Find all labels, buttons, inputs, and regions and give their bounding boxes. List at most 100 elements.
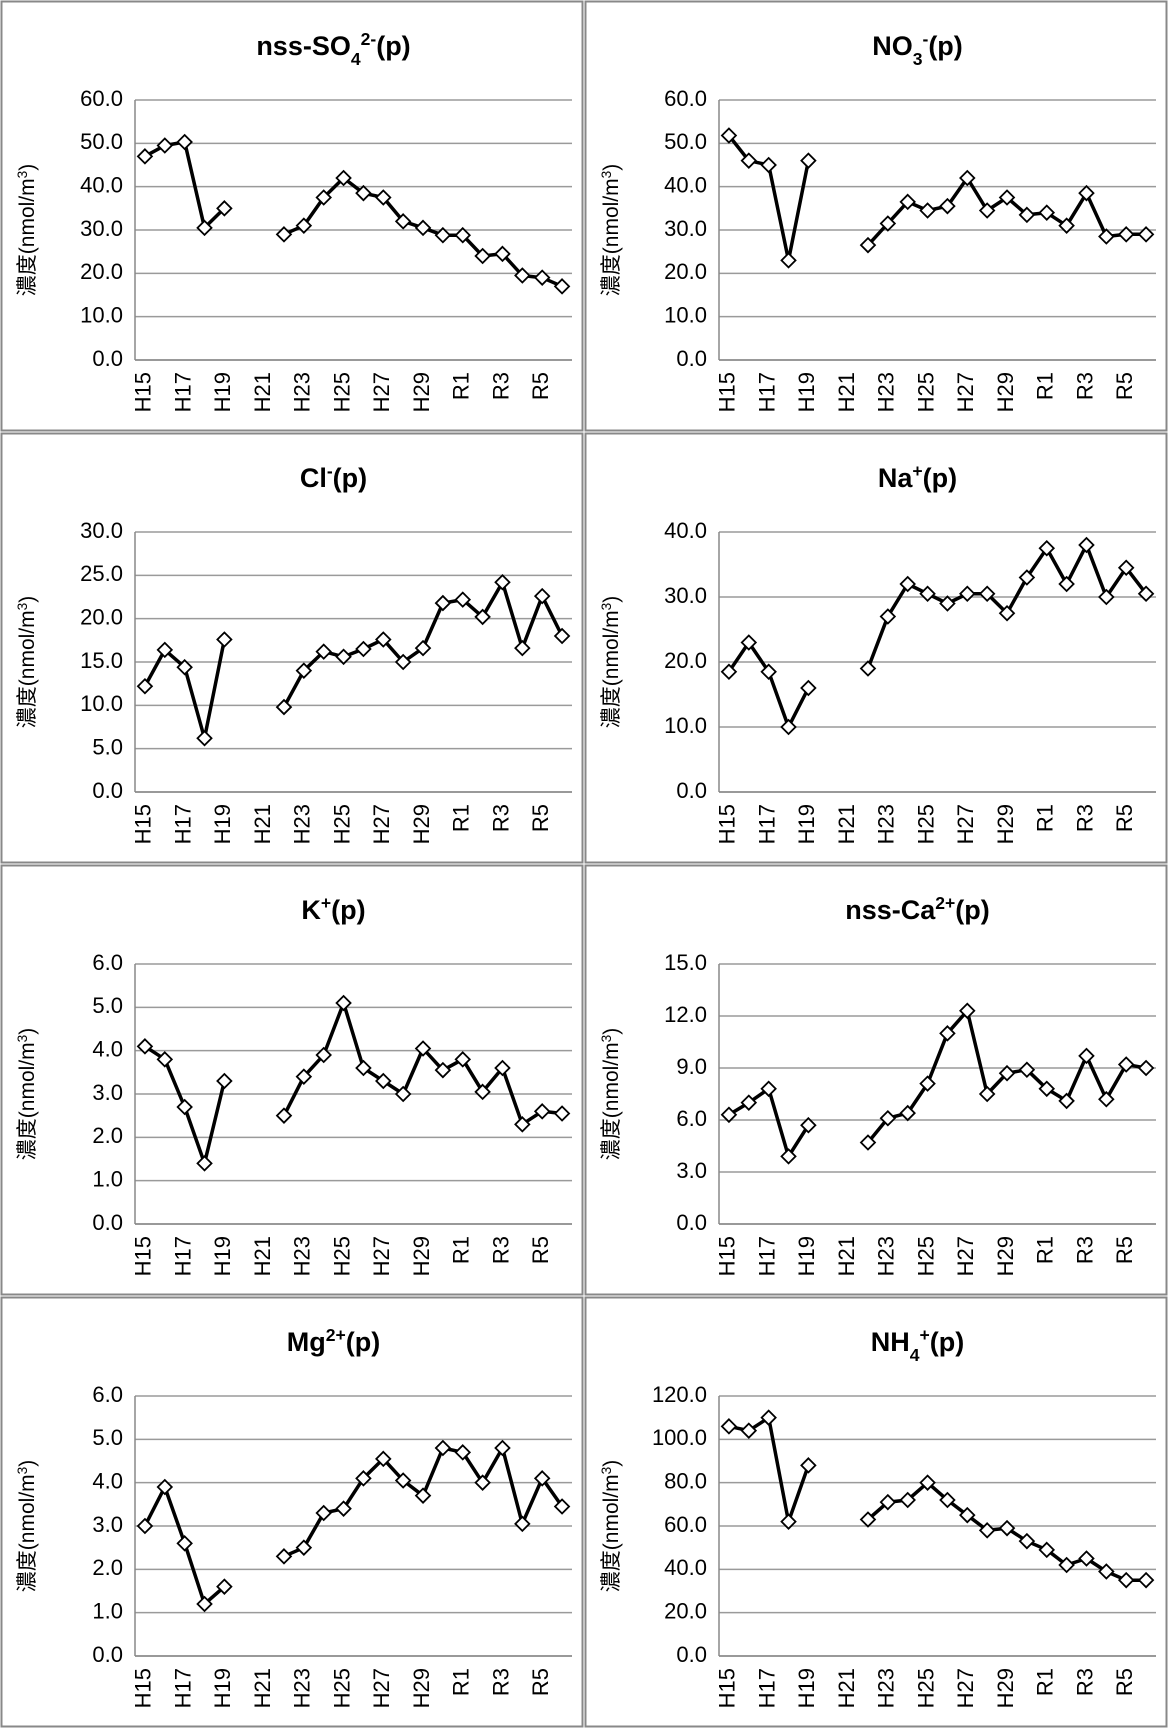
x-tick-label: H23 — [874, 372, 899, 412]
series-line — [727, 1009, 1147, 1159]
x-tick-label: H21 — [250, 372, 275, 412]
marker — [176, 658, 193, 676]
text-part: NO — [872, 31, 913, 61]
text-part: 4 — [910, 1345, 920, 1365]
marker — [553, 278, 571, 295]
marker — [1078, 1550, 1095, 1567]
marker — [136, 677, 154, 695]
y-tick-label: 3.0 — [92, 1512, 123, 1537]
marker — [434, 1439, 452, 1457]
y-tick-label: 20.0 — [80, 604, 123, 629]
text-part: 3 — [599, 1035, 614, 1043]
x-tick-label: R5 — [528, 804, 553, 832]
y-axis-label: 濃度(nmol/m3) — [15, 164, 40, 296]
marker — [514, 267, 531, 284]
y-tick-label: 10.0 — [664, 302, 707, 327]
marker — [315, 1504, 332, 1522]
text-part: - — [922, 29, 928, 49]
marker — [1078, 1047, 1095, 1065]
series-line — [144, 140, 563, 288]
chart-title: Na+(p) — [878, 461, 957, 493]
x-tick-label: H15 — [715, 1668, 740, 1708]
marker — [720, 1106, 738, 1124]
x-tick-label: H17 — [170, 1236, 195, 1276]
text-part: 濃度(nmol/m — [16, 1474, 39, 1592]
y-axis-label: 濃度(nmol/m3) — [599, 1460, 624, 1592]
marker — [998, 1064, 1016, 1082]
marker — [939, 1025, 956, 1042]
x-tick-label: H15 — [131, 1236, 156, 1276]
marker — [998, 1519, 1016, 1537]
text-part: ) — [600, 1028, 623, 1035]
marker — [1058, 1092, 1075, 1110]
marker — [196, 1595, 213, 1613]
x-tick-label: R1 — [449, 372, 474, 400]
text-part: nss-SO — [256, 31, 351, 61]
x-tick-label: H23 — [290, 372, 315, 412]
y-tick-label: 20.0 — [80, 259, 123, 284]
marker — [959, 1002, 976, 1020]
y-tick-label: 30.0 — [80, 518, 123, 543]
marker — [533, 269, 551, 286]
marker — [136, 1517, 154, 1535]
x-tick-label: H29 — [409, 804, 434, 844]
marker — [720, 1418, 738, 1435]
marker — [899, 1104, 916, 1122]
x-tick-label: R5 — [1112, 1668, 1137, 1696]
y-tick-label: 20.0 — [664, 1598, 707, 1623]
marker — [879, 1109, 897, 1127]
marker — [514, 639, 531, 657]
y-tick-label: 60.0 — [664, 86, 707, 111]
marker — [176, 1535, 193, 1552]
marker — [1058, 575, 1075, 593]
text-part: 2+ — [326, 1325, 346, 1345]
marker — [494, 245, 511, 263]
panel-border — [584, 0, 1168, 432]
text-part: (p) — [955, 895, 989, 925]
marker — [740, 1422, 758, 1439]
marker — [859, 660, 877, 677]
y-tick-label: 100.0 — [652, 1425, 707, 1450]
y-tick-label: 0.0 — [92, 346, 123, 371]
y-tick-label: 120.0 — [652, 1382, 707, 1407]
text-part: + — [321, 893, 331, 913]
y-tick-label: 6.0 — [92, 950, 123, 975]
marker — [1137, 585, 1155, 603]
x-tick-label: H17 — [754, 372, 779, 412]
series-line — [143, 580, 564, 741]
marker — [434, 226, 452, 244]
y-axis-label: 濃度(nmol/m3) — [599, 164, 624, 296]
text-part: - — [327, 461, 333, 481]
text-part: ) — [16, 596, 39, 603]
x-tick-label: H17 — [170, 372, 195, 412]
x-tick-label: H19 — [794, 804, 819, 844]
chart-title: nss-SO42-(p) — [256, 29, 410, 69]
marker — [978, 1522, 996, 1539]
marker — [780, 718, 797, 736]
text-part: NH — [871, 1327, 910, 1357]
x-tick-label: H25 — [913, 1236, 938, 1276]
text-part: 濃度(nmol/m — [600, 1042, 623, 1160]
x-tick-label: R5 — [1112, 804, 1137, 832]
marker — [959, 585, 976, 603]
marker — [176, 133, 193, 151]
x-tick-label: H29 — [993, 1668, 1018, 1708]
marker — [959, 1506, 976, 1524]
marker — [533, 1103, 551, 1120]
y-axis-label: 濃度(nmol/m3) — [599, 1028, 624, 1160]
marker — [533, 1470, 551, 1487]
marker — [1137, 226, 1155, 243]
x-tick-label: R5 — [1112, 372, 1137, 400]
y-tick-label: 30.0 — [664, 583, 707, 608]
x-tick-label: H29 — [993, 804, 1018, 844]
marker — [414, 1040, 432, 1057]
marker — [780, 1148, 797, 1165]
marker — [394, 213, 412, 230]
marker — [1018, 1532, 1036, 1550]
y-tick-label: 2.0 — [92, 1123, 123, 1148]
y-tick-label: 0.0 — [92, 1210, 123, 1235]
text-part: 3 — [15, 1035, 30, 1043]
y-tick-label: 1.0 — [92, 1166, 123, 1191]
marker — [454, 1051, 472, 1068]
marker — [394, 1472, 412, 1489]
